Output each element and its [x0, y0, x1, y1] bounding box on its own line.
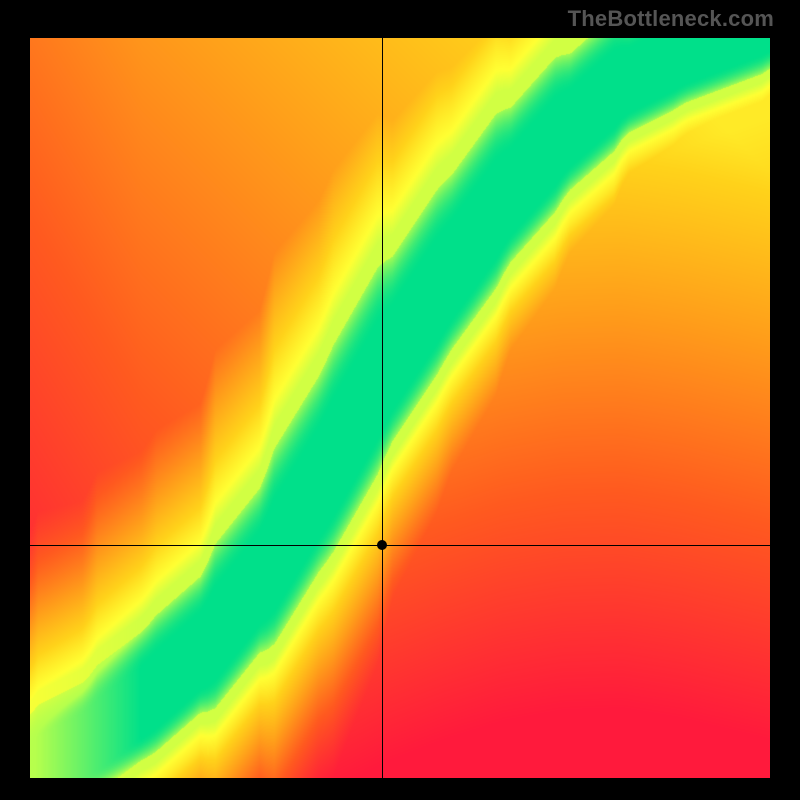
heatmap-plot	[30, 38, 770, 778]
heatmap-canvas	[30, 38, 770, 778]
attribution-text: TheBottleneck.com	[568, 6, 774, 32]
chart-container: TheBottleneck.com	[0, 0, 800, 800]
